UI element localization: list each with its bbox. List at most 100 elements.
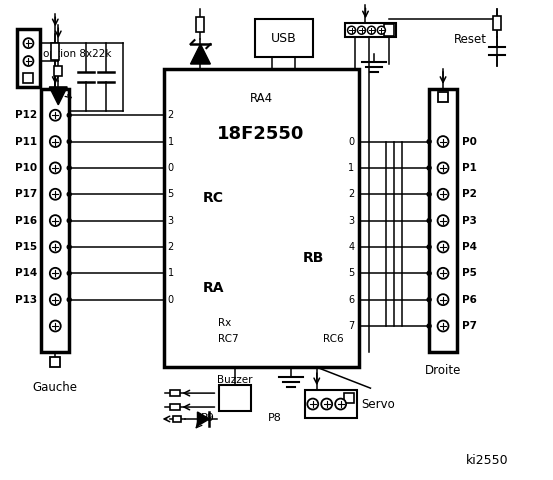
Text: RA4: RA4 — [249, 92, 273, 105]
Circle shape — [437, 268, 448, 279]
Text: P14: P14 — [15, 268, 38, 278]
Text: 6: 6 — [348, 295, 354, 305]
Text: 0: 0 — [168, 295, 174, 305]
Text: 5: 5 — [168, 189, 174, 199]
Bar — [170, 404, 180, 410]
Text: 2: 2 — [168, 242, 174, 252]
Circle shape — [67, 271, 71, 276]
Text: P9: P9 — [201, 413, 215, 423]
Bar — [220, 385, 251, 411]
Text: P7: P7 — [462, 321, 477, 331]
Circle shape — [437, 189, 448, 200]
Text: 4: 4 — [348, 242, 354, 252]
Text: 2: 2 — [348, 189, 354, 199]
Text: 1: 1 — [168, 268, 174, 278]
Circle shape — [368, 26, 375, 34]
Text: Gauche: Gauche — [33, 381, 78, 394]
Text: Buzzer: Buzzer — [217, 375, 253, 385]
Bar — [384, 24, 394, 36]
Bar — [438, 92, 448, 102]
Circle shape — [358, 26, 366, 34]
Bar — [170, 390, 180, 396]
Circle shape — [50, 136, 61, 147]
Circle shape — [427, 218, 431, 223]
Bar — [343, 393, 353, 403]
Text: P15: P15 — [15, 242, 38, 252]
Circle shape — [348, 26, 356, 34]
Circle shape — [437, 294, 448, 305]
Text: Rx: Rx — [218, 317, 232, 327]
Circle shape — [427, 192, 431, 196]
Circle shape — [50, 162, 61, 173]
Text: RA: RA — [202, 281, 224, 295]
Polygon shape — [197, 412, 210, 426]
Circle shape — [427, 166, 431, 170]
Text: P3: P3 — [462, 216, 477, 226]
Text: Servo: Servo — [362, 397, 395, 410]
Circle shape — [427, 271, 431, 276]
Text: 5: 5 — [348, 268, 354, 278]
Circle shape — [67, 298, 71, 301]
Text: P12: P12 — [15, 110, 38, 120]
Polygon shape — [190, 44, 210, 64]
Bar — [345, 23, 397, 37]
Text: 3: 3 — [168, 216, 174, 226]
Text: P10: P10 — [15, 163, 38, 173]
Circle shape — [437, 241, 448, 252]
Circle shape — [50, 268, 61, 279]
Circle shape — [427, 324, 431, 328]
Circle shape — [50, 241, 61, 252]
Circle shape — [50, 189, 61, 200]
Text: ki2550: ki2550 — [466, 454, 509, 467]
Text: option 8x22k: option 8x22k — [43, 49, 112, 59]
Bar — [255, 19, 313, 57]
Circle shape — [427, 298, 431, 301]
Circle shape — [377, 26, 385, 34]
Bar — [54, 66, 62, 76]
Text: P5: P5 — [462, 268, 477, 278]
Text: 0: 0 — [168, 163, 174, 173]
Bar — [17, 29, 40, 87]
Circle shape — [307, 398, 319, 409]
Text: 2: 2 — [168, 110, 174, 120]
Circle shape — [437, 215, 448, 226]
Circle shape — [50, 110, 61, 120]
Circle shape — [437, 136, 448, 147]
Text: P0: P0 — [462, 137, 477, 146]
Bar — [164, 69, 358, 367]
Text: P13: P13 — [15, 295, 38, 305]
Bar — [173, 416, 181, 422]
Circle shape — [437, 162, 448, 173]
Text: RC: RC — [203, 191, 224, 205]
Bar — [50, 357, 60, 367]
Text: P4: P4 — [462, 242, 477, 252]
Bar — [23, 73, 33, 83]
Circle shape — [50, 321, 61, 332]
Text: USB: USB — [271, 32, 297, 45]
Text: RC6: RC6 — [323, 335, 343, 345]
Text: P8: P8 — [268, 413, 282, 423]
Text: 3: 3 — [348, 216, 354, 226]
Text: P17: P17 — [15, 189, 38, 199]
Text: P6: P6 — [462, 295, 477, 305]
Polygon shape — [49, 87, 67, 105]
Bar — [429, 89, 457, 352]
Circle shape — [437, 321, 448, 332]
Circle shape — [50, 215, 61, 226]
Circle shape — [67, 140, 71, 144]
Bar — [51, 43, 59, 60]
Text: 1: 1 — [168, 137, 174, 146]
Text: 1: 1 — [348, 163, 354, 173]
Text: RC7: RC7 — [218, 335, 239, 345]
Circle shape — [427, 140, 431, 144]
Text: 0: 0 — [348, 137, 354, 146]
Bar — [41, 89, 69, 352]
Circle shape — [335, 398, 346, 409]
Bar — [493, 16, 500, 30]
Circle shape — [67, 245, 71, 249]
Text: P2: P2 — [462, 189, 477, 199]
Circle shape — [67, 218, 71, 223]
Text: P16: P16 — [15, 216, 38, 226]
Circle shape — [427, 245, 431, 249]
Circle shape — [67, 166, 71, 170]
